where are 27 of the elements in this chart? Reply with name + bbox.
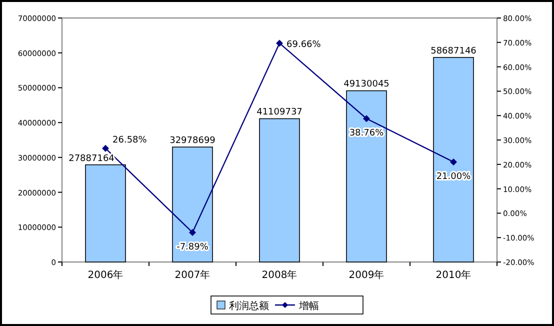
bar <box>433 57 474 262</box>
data-label: 38.76% <box>349 128 384 139</box>
point <box>450 158 457 166</box>
x-tick-label: 2010年 <box>436 269 472 281</box>
data-label: 49130045 <box>344 80 390 90</box>
bar <box>85 164 126 262</box>
x-tick-label: 2009年 <box>348 269 384 281</box>
point <box>102 144 109 152</box>
data-label: 32978699 <box>170 136 216 146</box>
data-label: 21.00% <box>436 172 472 182</box>
data-label: 41109737 <box>256 108 302 118</box>
x-tick-label: 2007年 <box>174 269 210 281</box>
legend-label: 利润总额 <box>229 300 269 312</box>
legend-label: 增幅 <box>298 300 319 312</box>
point <box>189 228 196 236</box>
x-tick-label: 2008年 <box>262 269 298 281</box>
bar <box>172 146 213 262</box>
point <box>363 115 370 122</box>
data-label: 27887164 <box>68 154 115 164</box>
data-label: 58687146 <box>430 46 477 56</box>
data-label: 26.58% <box>112 135 148 146</box>
x-tick-label: 2006年 <box>88 269 124 281</box>
point <box>276 40 283 47</box>
data-label: 69.66% <box>286 40 322 50</box>
bar <box>346 90 387 262</box>
data-label: -7.89% <box>176 242 209 252</box>
bar <box>259 118 300 262</box>
